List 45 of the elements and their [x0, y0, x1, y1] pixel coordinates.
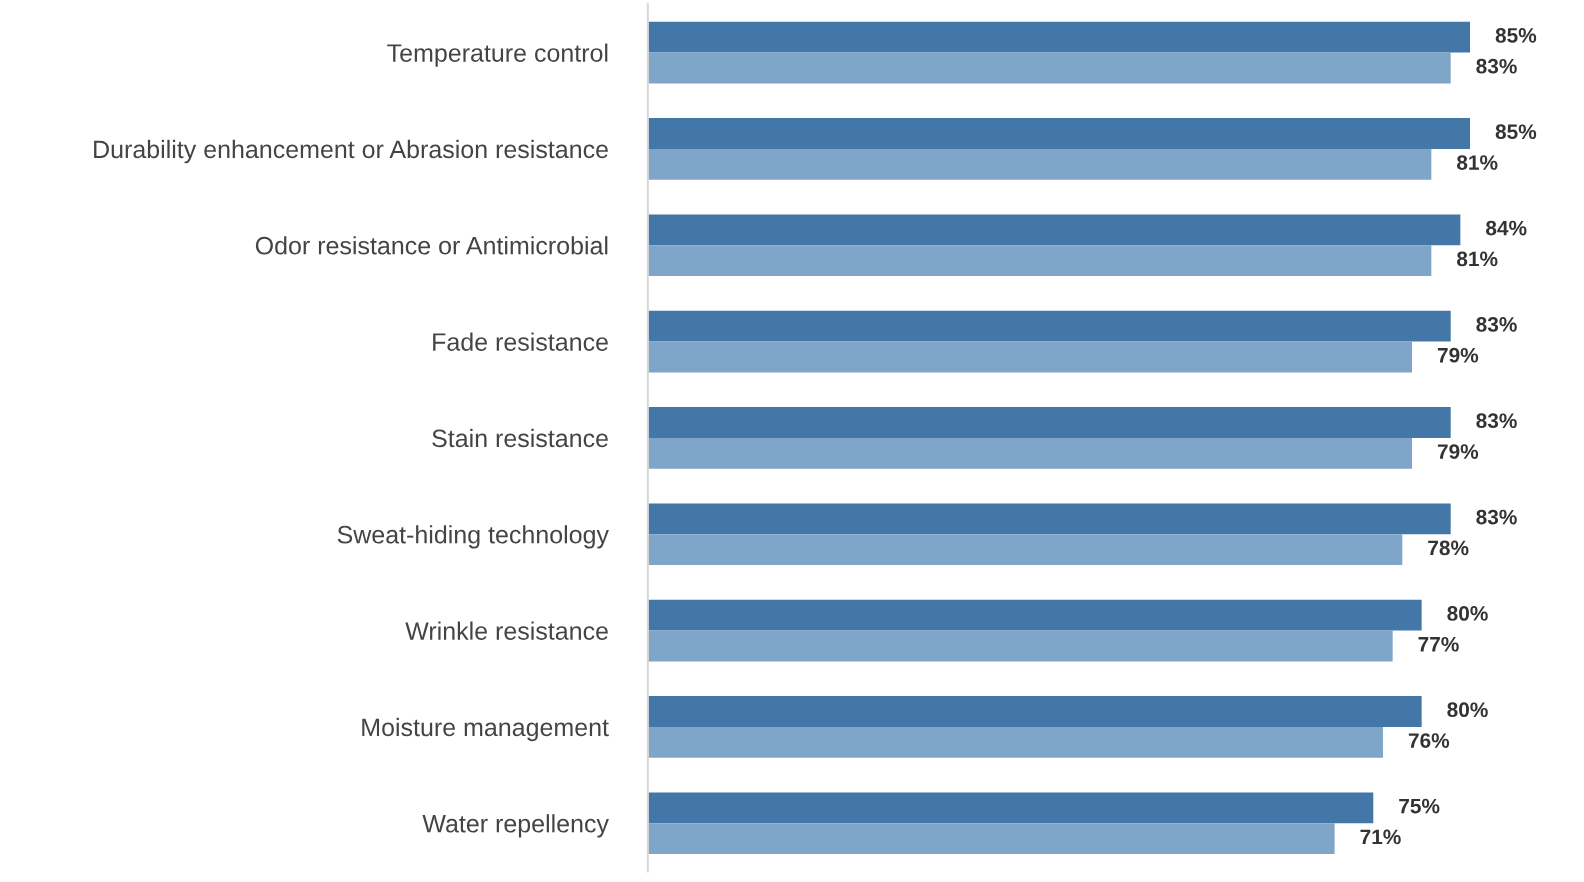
data-label: 71% [1360, 829, 1401, 845]
bar [647, 407, 1451, 438]
y-tick-label: Fade resistance [433, 332, 608, 351]
data-label: 83% [1476, 509, 1517, 525]
y-tick-label: Wrinkle resistance [405, 621, 608, 640]
data-label: 81% [1457, 155, 1498, 170]
y-tick-label: Stain resistance [432, 428, 608, 448]
data-label: 81% [1457, 251, 1498, 267]
bar [647, 52, 1451, 84]
data-label: 80% [1447, 606, 1488, 621]
bar [647, 823, 1335, 855]
data-label: 83% [1476, 413, 1517, 429]
bar [647, 503, 1451, 535]
data-label: 84% [1486, 220, 1527, 236]
y-tick-label: Odor resistance or Antimicrobial [255, 236, 608, 255]
data-label: 76% [1408, 733, 1450, 748]
bar [647, 630, 1393, 662]
bar [647, 792, 1374, 824]
data-label: 83% [1476, 317, 1517, 332]
bar [647, 696, 1422, 727]
bar [647, 341, 1412, 373]
bar [647, 534, 1403, 566]
y-tick-label: Temperature control [387, 43, 608, 67]
bar [647, 245, 1432, 277]
data-label: 79% [1437, 347, 1479, 363]
y-tick-label: Moisture management [362, 717, 609, 742]
data-label: 80% [1447, 702, 1488, 718]
data-label: 77% [1418, 636, 1459, 652]
y-tick-label: Water repellency [422, 814, 609, 838]
data-label: 75% [1399, 798, 1440, 814]
bar [647, 437, 1412, 469]
data-label: 79% [1437, 444, 1479, 459]
bar [647, 726, 1383, 758]
y-tick-label: Sweat-hiding technology [337, 525, 609, 549]
y-tick-label: Durability enhancement or Abrasion resistance [94, 139, 608, 164]
bar [647, 21, 1471, 53]
bar [647, 214, 1461, 246]
data-label: 83% [1476, 58, 1517, 74]
data-label: 85% [1495, 28, 1537, 43]
data-label: 78% [1428, 540, 1469, 556]
bar [647, 599, 1422, 631]
data-label: 85% [1495, 124, 1537, 140]
bar [647, 118, 1471, 149]
bar [647, 148, 1432, 180]
bar [647, 310, 1451, 342]
